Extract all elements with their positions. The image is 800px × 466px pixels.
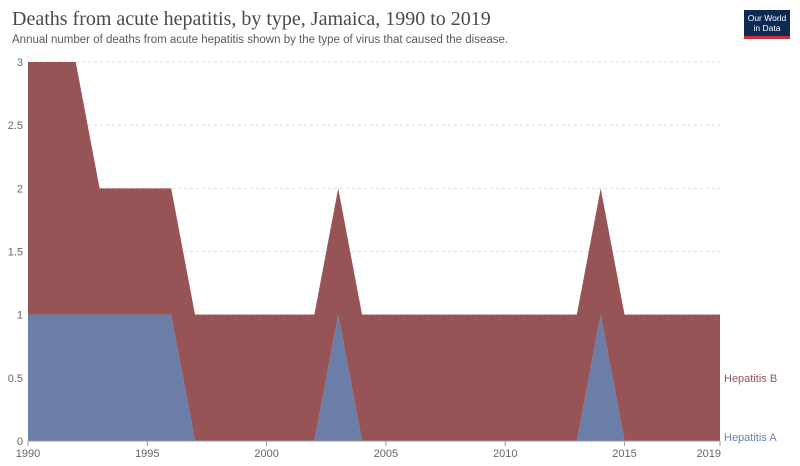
axis-layer	[27, 440, 721, 446]
x-tick-label: 1990	[16, 448, 40, 460]
area-layer	[28, 62, 720, 441]
logo-line-2: in Data	[753, 23, 781, 33]
owid-logo[interactable]: Our World in Data	[744, 10, 790, 39]
x-tick-label: 2005	[374, 448, 398, 460]
area-hepatitis-b[interactable]	[28, 62, 720, 441]
area-hepatitis-a[interactable]	[28, 314, 720, 441]
y-tick-label: 2	[17, 183, 23, 195]
chart-subtitle: Annual number of deaths from acute hepat…	[12, 34, 509, 46]
x-tick-label: 2019	[697, 448, 721, 460]
y-tick-label: 1	[17, 310, 23, 322]
label-layer: 0 0.5 1 1.5 2 2.5 3 1990 1995 2000 2005 2010 2015 201…	[8, 57, 778, 460]
y-tick-label: 0	[17, 436, 23, 448]
y-tick-label: 1.5	[8, 247, 23, 259]
legend-label-hepatitis-b[interactable]: Hepatitis B	[724, 373, 777, 385]
x-tick-label: 2000	[254, 448, 278, 460]
y-tick-label: 0.5	[8, 373, 23, 385]
y-tick-label: 2.5	[8, 120, 23, 132]
x-tick-label: 2015	[612, 448, 636, 460]
x-tick-label: 1995	[135, 448, 159, 460]
logo-line-1: Our World	[747, 13, 787, 23]
legend-label-hepatitis-a[interactable]: Hepatitis A	[724, 432, 777, 444]
x-tick-label: 2010	[493, 448, 517, 460]
chart-title: Deaths from acute hepatitis, by type, Ja…	[12, 8, 491, 30]
y-tick-label: 3	[17, 57, 23, 69]
